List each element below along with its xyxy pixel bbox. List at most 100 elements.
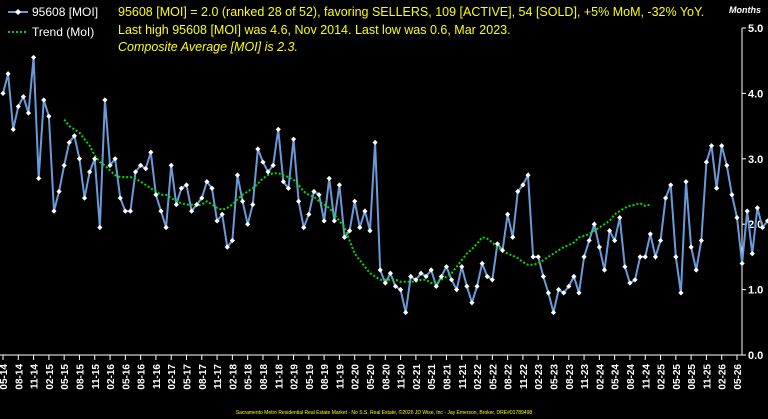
x-tick-label: 11-24 <box>641 364 652 389</box>
moi-point <box>117 195 123 201</box>
moi-point <box>683 179 689 185</box>
annotation-line-3: Composite Average [MOI] is 2.3. <box>118 40 298 54</box>
moi-point <box>632 277 638 283</box>
x-tick-label: 05-15 <box>60 364 71 390</box>
moi-point <box>132 169 139 175</box>
moi-point <box>581 254 587 260</box>
x-tick-label: 02-23 <box>534 364 545 390</box>
moi-point <box>326 175 332 182</box>
moi-point <box>714 185 720 191</box>
moi-point <box>127 208 134 214</box>
moi-point <box>66 139 72 146</box>
moi-point <box>759 224 766 231</box>
moi-point <box>724 162 730 168</box>
moi-point <box>234 172 241 178</box>
moi-point <box>596 244 602 250</box>
moi-point <box>112 156 118 162</box>
moi-point <box>505 211 511 217</box>
x-tick-label: 11-20 <box>397 364 408 389</box>
moi-point <box>601 267 608 273</box>
y-tick-label: 1.0 <box>748 285 763 297</box>
moi-point <box>591 221 597 227</box>
moi-point <box>321 218 327 224</box>
moi-point <box>698 237 704 244</box>
moi-point <box>285 185 292 191</box>
moi-point <box>92 156 98 162</box>
moi-point <box>408 273 414 280</box>
moi-point <box>469 300 475 306</box>
x-tick-label: 08-20 <box>381 364 392 390</box>
moi-point <box>138 162 144 168</box>
moi-point <box>265 169 271 175</box>
moi-point <box>734 215 740 221</box>
x-tick-label: 02-24 <box>595 364 606 390</box>
moi-point <box>331 218 337 224</box>
x-tick-label: 08-24 <box>626 364 637 390</box>
x-tick-label: 02-26 <box>718 364 729 390</box>
y-tick-label: 0.0 <box>748 350 763 362</box>
moi-point <box>494 241 501 247</box>
moi-point <box>382 280 388 286</box>
moi-point <box>464 283 470 289</box>
legend-box <box>4 2 106 42</box>
moi-point <box>443 264 450 270</box>
x-tick-label: 02-19 <box>290 364 301 390</box>
moi-point <box>301 224 307 231</box>
moi-point <box>739 260 745 267</box>
moi-point <box>336 182 343 188</box>
moi-point <box>56 188 62 195</box>
x-tick-label: 11-21 <box>458 364 469 389</box>
x-tick-label: 08-25 <box>687 364 698 390</box>
moi-point <box>260 159 266 165</box>
moi-point <box>530 254 536 260</box>
x-tick-label: 11-18 <box>274 364 285 389</box>
moi-point <box>606 228 613 234</box>
moi-point <box>555 287 562 293</box>
series-group <box>0 54 768 316</box>
moi-point <box>561 290 567 296</box>
moi-point <box>744 208 750 214</box>
moi-point <box>499 247 506 253</box>
annotation-line-1: 95608 [MOI] = 2.0 (ranked 28 of 52), fav… <box>118 5 704 19</box>
moi-point <box>433 283 439 289</box>
y-tick-label: 5.0 <box>748 23 763 35</box>
x-tick-label: 11-17 <box>213 364 224 389</box>
moi-point <box>229 237 235 244</box>
moi-point <box>540 273 546 280</box>
moi-point <box>188 208 195 214</box>
moi-point <box>397 287 404 293</box>
moi-point <box>296 198 302 204</box>
moi-point <box>71 133 77 139</box>
x-tick-label: 05-16 <box>121 364 132 390</box>
moi-point <box>316 192 322 198</box>
moi-point <box>525 172 531 178</box>
moi-point <box>352 198 358 204</box>
moi-point <box>489 277 495 283</box>
x-tick-label: 05-21 <box>427 364 438 390</box>
x-tick-label: 11-23 <box>580 364 591 389</box>
moi-point <box>209 185 215 191</box>
moi-point <box>749 251 755 257</box>
moi-point <box>545 290 552 296</box>
x-tick-label: 08-23 <box>565 364 576 390</box>
moi-point <box>673 254 679 260</box>
moi-point <box>107 162 113 168</box>
moi-point <box>255 146 261 152</box>
moi-point <box>479 260 485 267</box>
x-tick-label: 05-17 <box>183 364 194 390</box>
moi-point <box>474 283 480 289</box>
moi-point <box>372 139 378 146</box>
x-tick-label: 11-15 <box>91 364 102 389</box>
moi-point <box>245 221 251 227</box>
y-unit-label: Months <box>729 5 761 15</box>
moi-point <box>46 113 52 119</box>
moi-point <box>571 273 577 280</box>
moi-point <box>239 198 246 204</box>
moi-point <box>306 211 312 217</box>
moi-point <box>729 192 735 198</box>
moi-point <box>168 162 174 168</box>
x-tick-label: 05-19 <box>305 364 316 390</box>
moi-point <box>617 215 623 221</box>
